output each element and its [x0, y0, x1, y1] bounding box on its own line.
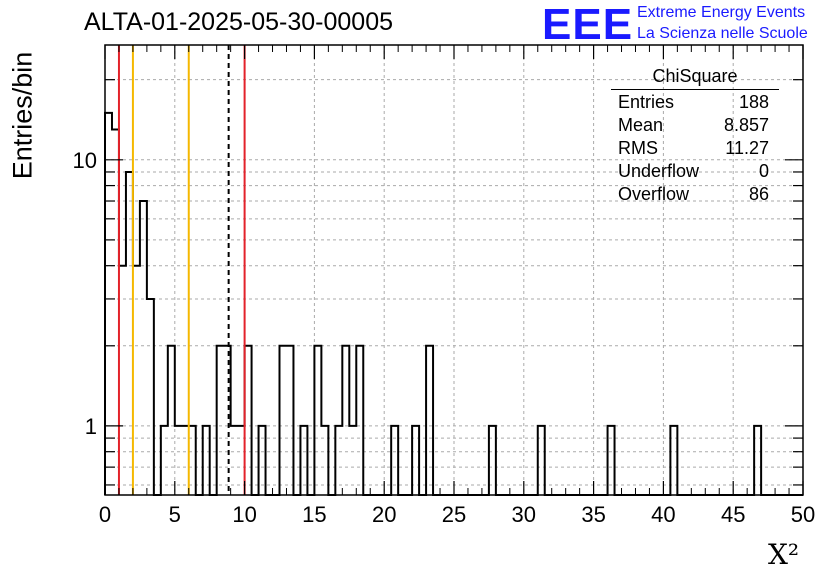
y-tick-label: 1 [85, 414, 97, 439]
stat-row-entries: Entries 188 [611, 91, 779, 114]
stat-value: 11.27 [725, 138, 769, 158]
y-axis-label: Entries/bin [7, 51, 38, 180]
logo-subtitle-1: Extreme Energy Events [637, 4, 806, 21]
stat-row-mean: Mean 8.857 [611, 114, 779, 137]
x-tick-label: 35 [581, 502, 605, 527]
stat-label: Mean [618, 115, 664, 135]
x-tick-label: 0 [99, 502, 111, 527]
x-tick-label: 25 [442, 502, 466, 527]
x-tick-label: 15 [302, 502, 326, 527]
x-tick-label: 45 [721, 502, 745, 527]
stat-row-underflow: Underflow 0 [611, 160, 779, 183]
y-tick-label: 10 [73, 148, 97, 173]
x-tick-label: 10 [232, 502, 256, 527]
reference-lines [117, 45, 246, 495]
chart-title: ALTA-01-2025-05-30-00005 [84, 8, 393, 36]
x-tick-label: 30 [512, 502, 536, 527]
eee-logo: EEE [542, 0, 634, 49]
stats-title: ChiSquare [611, 66, 779, 90]
stat-value: 0 [758, 161, 769, 181]
axis-ticks [104, 45, 804, 495]
stat-value: 8.857 [723, 115, 769, 135]
axis-tick-labels: 0 5 10 15 20 25 30 35 40 45 50 1 10 [73, 148, 816, 527]
logo-subtitle-2: La Scienza nelle Scuole [637, 25, 808, 42]
stat-label: Underflow [618, 161, 700, 181]
stat-row-overflow: Overflow 86 [611, 183, 779, 206]
x-tick-label: 20 [372, 502, 396, 527]
stat-label: RMS [618, 138, 658, 158]
stat-label: Entries [618, 92, 675, 112]
stat-row-rms: RMS 11.27 [611, 137, 779, 160]
stats-box: ChiSquare Entries 188 Mean 8.857 RMS 11.27 … [611, 66, 779, 206]
stat-value: 188 [738, 92, 769, 112]
stat-value: 86 [748, 184, 769, 204]
x-tick-label: 5 [169, 502, 181, 527]
x-tick-label: 50 [791, 502, 815, 527]
x-axis-label: X² [768, 538, 800, 571]
x-tick-label: 40 [651, 502, 675, 527]
stat-label: Overflow [618, 184, 690, 204]
